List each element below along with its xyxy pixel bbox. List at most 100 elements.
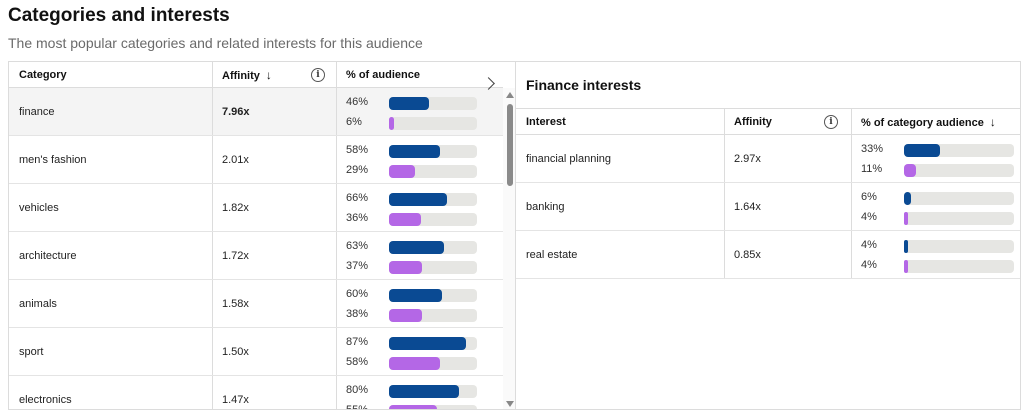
divider bbox=[336, 88, 337, 135]
comparison-bar bbox=[904, 212, 909, 225]
table-row[interactable]: men's fashion 2.01x 58% 29% bbox=[9, 136, 503, 184]
category-name: electronics bbox=[19, 394, 72, 406]
info-icon[interactable]: i bbox=[824, 115, 838, 129]
comparison-bar bbox=[389, 357, 441, 370]
interests-table-header: Interest Affinity i % of category audien… bbox=[516, 109, 1020, 135]
percent-label: 4% bbox=[861, 239, 877, 251]
divider bbox=[336, 280, 337, 327]
category-column-header[interactable]: Category bbox=[19, 69, 67, 81]
audience-bar bbox=[904, 240, 909, 253]
bar-track bbox=[389, 145, 477, 158]
percent-category-audience-column-header[interactable]: % of category audience ↓ bbox=[851, 109, 996, 135]
arrow-down-icon: ↓ bbox=[989, 115, 996, 129]
comparison-bar bbox=[389, 213, 421, 226]
audience-bar bbox=[389, 97, 430, 110]
table-row[interactable]: financial planning 2.97x 33% 11% bbox=[516, 135, 1020, 183]
divider bbox=[212, 184, 213, 231]
info-icon[interactable]: i bbox=[311, 68, 325, 82]
page-subtitle: The most popular categories and related … bbox=[8, 35, 423, 51]
affinity-value: 1.50x bbox=[222, 346, 249, 358]
table-row[interactable]: animals 1.58x 60% 38% bbox=[9, 280, 503, 328]
percent-label: 4% bbox=[861, 259, 877, 271]
scrollbar[interactable] bbox=[503, 88, 515, 409]
affinity-value: 1.47x bbox=[222, 394, 249, 406]
table-row[interactable]: banking 1.64x 6% 4% bbox=[516, 183, 1020, 231]
audience-bar bbox=[904, 144, 941, 157]
percent-category-header-label: % of category audience bbox=[861, 117, 984, 129]
comparison-bar bbox=[389, 309, 423, 322]
scroll-down-icon[interactable] bbox=[506, 401, 514, 407]
bar-track bbox=[389, 117, 477, 130]
affinity-value: 1.72x bbox=[222, 250, 249, 262]
divider bbox=[212, 280, 213, 327]
category-name: sport bbox=[19, 346, 44, 358]
divider bbox=[724, 231, 725, 278]
divider bbox=[336, 232, 337, 279]
bar-track bbox=[904, 260, 1014, 273]
affinity-value: 1.58x bbox=[222, 298, 249, 310]
table-row[interactable]: real estate 0.85x 4% 4% bbox=[516, 231, 1020, 279]
bar-track bbox=[389, 289, 477, 302]
bar-track bbox=[904, 144, 1014, 157]
table-row[interactable]: electronics 1.47x 80% 55% bbox=[9, 376, 503, 409]
audience-bar bbox=[389, 145, 441, 158]
percent-audience-column-header[interactable]: % of audience bbox=[346, 69, 420, 81]
interest-affinity-column-header[interactable]: Affinity bbox=[734, 116, 772, 128]
divider bbox=[212, 376, 213, 409]
percent-label: 6% bbox=[346, 116, 362, 128]
table-row[interactable]: sport 1.50x 87% 58% bbox=[9, 328, 503, 376]
divider bbox=[851, 183, 852, 230]
divider bbox=[851, 135, 852, 182]
affinity-column-header[interactable]: Affinity ↓ bbox=[212, 62, 272, 88]
bar-track bbox=[389, 97, 477, 110]
scroll-thumb[interactable] bbox=[507, 104, 513, 186]
category-name: animals bbox=[19, 298, 57, 310]
interest-column-header[interactable]: Interest bbox=[526, 116, 566, 128]
bar-track bbox=[389, 261, 477, 274]
bar-track bbox=[389, 213, 477, 226]
audience-bar bbox=[389, 289, 442, 302]
divider bbox=[724, 183, 725, 230]
bar-track bbox=[389, 357, 477, 370]
divider bbox=[212, 232, 213, 279]
percent-label: 46% bbox=[346, 96, 369, 108]
audience-bar bbox=[904, 192, 911, 205]
audience-bar bbox=[389, 337, 466, 350]
percent-label: 36% bbox=[346, 212, 369, 224]
bar-track bbox=[389, 309, 477, 322]
divider bbox=[212, 88, 213, 135]
interest-name: real estate bbox=[526, 249, 578, 261]
percent-label: 11% bbox=[861, 163, 883, 175]
percent-label: 58% bbox=[346, 144, 369, 156]
category-name: men's fashion bbox=[19, 154, 87, 166]
bar-track bbox=[389, 337, 477, 350]
bar-track bbox=[904, 192, 1014, 205]
percent-label: 37% bbox=[346, 260, 369, 272]
finance-interests-panel: Finance interests Interest Affinity i % … bbox=[515, 61, 1021, 410]
table-row[interactable]: vehicles 1.82x 66% 36% bbox=[9, 184, 503, 232]
comparison-bar bbox=[389, 165, 415, 178]
interest-name: financial planning bbox=[526, 153, 612, 165]
affinity-value: 2.01x bbox=[222, 154, 249, 166]
divider bbox=[336, 376, 337, 409]
scroll-up-icon[interactable] bbox=[506, 92, 514, 98]
percent-label: 60% bbox=[346, 288, 369, 300]
table-row[interactable]: architecture 1.72x 63% 37% bbox=[9, 232, 503, 280]
table-row[interactable]: finance 7.96x 46% 6% bbox=[9, 88, 503, 136]
affinity-value: 1.64x bbox=[734, 201, 761, 213]
bar-track bbox=[389, 165, 477, 178]
divider bbox=[336, 328, 337, 375]
percent-label: 58% bbox=[346, 356, 369, 368]
bar-track bbox=[389, 385, 477, 398]
divider bbox=[336, 184, 337, 231]
percent-label: 38% bbox=[346, 308, 369, 320]
percent-label: 66% bbox=[346, 192, 369, 204]
category-name: architecture bbox=[19, 250, 77, 262]
page-title: Categories and interests bbox=[8, 5, 230, 26]
percent-label: 80% bbox=[346, 384, 369, 396]
divider bbox=[212, 328, 213, 375]
divider bbox=[724, 135, 725, 182]
percent-label: 6% bbox=[861, 191, 877, 203]
bar-track bbox=[389, 193, 477, 206]
categories-table: Category Affinity ↓ i % of audience finan… bbox=[8, 61, 516, 410]
